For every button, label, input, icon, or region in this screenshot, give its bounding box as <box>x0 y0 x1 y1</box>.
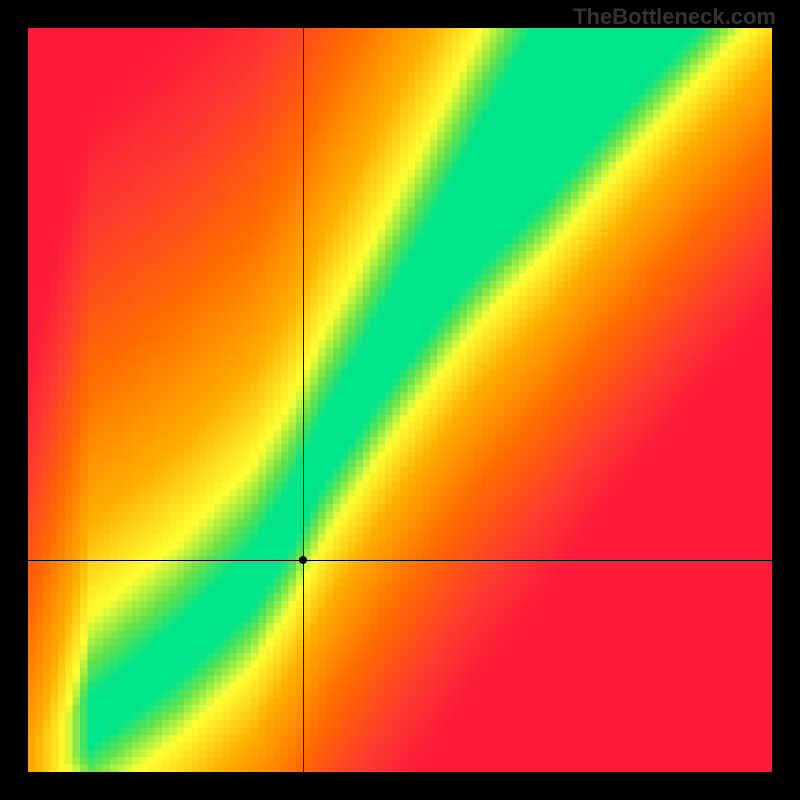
chart-container: TheBottleneck.com <box>0 0 800 800</box>
crosshair-horizontal <box>28 560 772 561</box>
bottleneck-heatmap <box>28 28 772 772</box>
watermark-text: TheBottleneck.com <box>573 4 776 30</box>
crosshair-marker <box>299 556 307 564</box>
crosshair-vertical <box>303 28 304 772</box>
